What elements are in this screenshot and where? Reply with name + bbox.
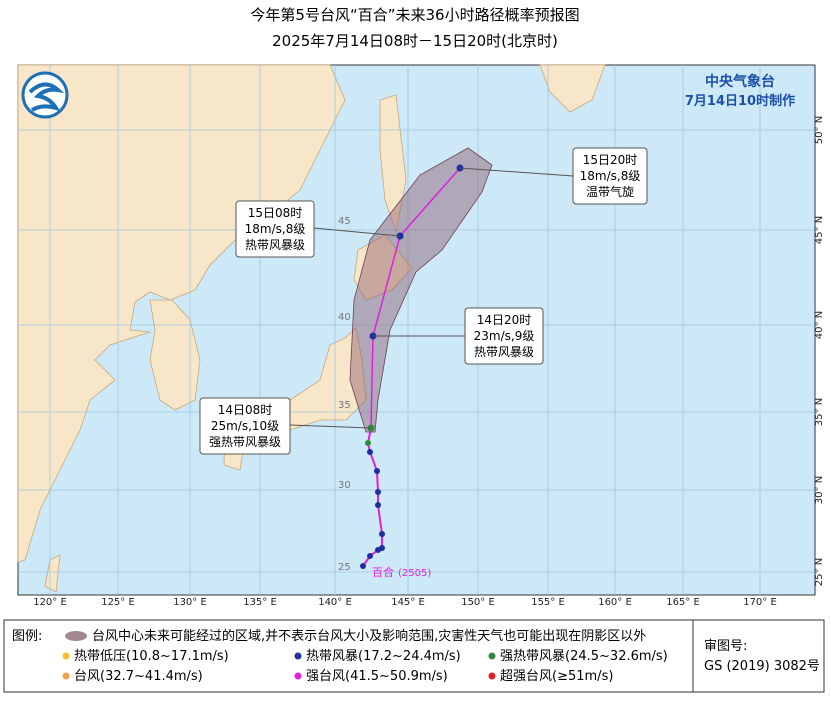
latitude-labels: 25° N 30° N 35° N 40° N 45° N 50° N 25 3…	[338, 116, 825, 586]
legend-cone-swatch	[65, 631, 87, 641]
lon-label: 120° E	[33, 597, 67, 608]
lon-label: 165° E	[666, 597, 700, 608]
legend-range: (24.5~32.6m/s)	[565, 649, 668, 664]
title: 今年第5号台风“百合”未来36小时路径概率预报图	[250, 6, 579, 24]
legend-swatch	[62, 652, 70, 660]
inner-lat-label: 30	[338, 480, 351, 491]
graticule	[18, 65, 815, 595]
forecast-category: 强热带风暴级	[209, 435, 281, 449]
legend-swatch	[294, 672, 302, 680]
legend-name: 台风	[74, 669, 100, 684]
legend-swatch	[488, 652, 496, 660]
legend-range: (≥51m/s)	[552, 669, 613, 684]
legend-swatch	[488, 672, 496, 680]
lon-label: 150° E	[461, 597, 495, 608]
lon-label: 160° E	[598, 597, 632, 608]
forecast-wind: 18m/s,8级	[245, 222, 306, 236]
inner-lat-label: 35	[338, 400, 351, 411]
forecast-time: 15日20时	[583, 153, 638, 167]
forecast-track	[370, 167, 461, 429]
forecast-wind: 18m/s,8级	[580, 169, 641, 183]
inner-lat-label: 40	[338, 312, 351, 323]
inner-lat-label: 25	[338, 562, 351, 573]
legend-name: 强热带风暴	[500, 649, 565, 664]
lat-label: 35° N	[814, 398, 825, 426]
lat-label: 45° N	[814, 216, 825, 244]
legend-range: (17.2~24.4m/s)	[358, 649, 461, 664]
typhoon-code: (2505)	[398, 568, 431, 579]
legend-cone-text: 台风中心未来可能经过的区域,并不表示台风大小及影响范围,灾害性天气也可能出现在阴…	[92, 628, 646, 644]
lat-label: 40° N	[814, 311, 825, 339]
inner-lat-label: 45	[338, 216, 351, 227]
subtitle: 2025年7月14日08时－15日20时(北京时)	[272, 32, 558, 50]
forecast-time: 14日08时	[218, 403, 273, 417]
forecast-category: 温带气旋	[586, 184, 634, 199]
lon-label: 155° E	[531, 597, 565, 608]
forecast-wind: 23m/s,9级	[474, 329, 535, 343]
lon-label: 135° E	[243, 597, 277, 608]
forecast-time: 15日08时	[248, 206, 303, 220]
legend-label: 超强台风(≥51m/s)	[500, 669, 613, 684]
legend-name: 超强台风	[500, 669, 552, 684]
legend-label: 台风(32.7~41.4m/s)	[74, 669, 203, 684]
forecast-wind: 25m/s,10级	[211, 419, 279, 433]
forecast-category: 热带风暴级	[474, 345, 534, 359]
lat-label: 30° N	[814, 476, 825, 504]
forecast-category: 热带风暴级	[245, 238, 305, 252]
lon-label: 130° E	[173, 597, 207, 608]
legend-swatch	[62, 672, 70, 680]
past-points	[360, 440, 385, 569]
agency-name: 中央气象台	[705, 73, 775, 90]
legend-title: 图例:	[12, 629, 42, 644]
legend-box	[3, 619, 825, 693]
lon-label: 170° E	[743, 597, 777, 608]
issue-time: 7月14日10时制作	[685, 93, 795, 109]
legend-range: (41.5~50.9m/s)	[345, 669, 448, 684]
lon-label: 125° E	[101, 597, 135, 608]
legend-name: 热带风暴	[306, 649, 358, 664]
legend-name: 强台风	[306, 669, 345, 684]
typhoon-name: 百合	[372, 565, 394, 579]
approval-label: 审图号:	[704, 639, 747, 654]
legend-label: 强台风(41.5~50.9m/s)	[306, 669, 448, 684]
legend-label: 强热带风暴(24.5~32.6m/s)	[500, 649, 668, 664]
legend-name: 热带低压	[74, 649, 126, 664]
lat-label: 50° N	[814, 116, 825, 144]
lat-label: 25° N	[814, 558, 825, 586]
legend-swatch	[294, 652, 302, 660]
legend-range: (32.7~41.4m/s)	[100, 669, 203, 684]
forecast-time: 14日20时	[477, 313, 532, 327]
logo	[21, 71, 69, 119]
lon-label: 140° E	[318, 597, 352, 608]
legend-label: 热带低压(10.8~17.1m/s)	[74, 649, 229, 664]
legend-items: 热带低压(10.8~17.1m/s) 热带风暴(17.2~24.4m/s) 强热带风…	[62, 649, 668, 684]
legend-label: 热带风暴(17.2~24.4m/s)	[306, 649, 461, 664]
approval-number: GS (2019) 3082号	[704, 659, 820, 674]
legend-range: (10.8~17.1m/s)	[126, 649, 229, 664]
longitude-labels: 120° E 125° E 130° E 135° E 140° E 145° …	[33, 597, 777, 608]
callouts: 14日08时 25m/s,10级 强热带风暴级 14日20时 23m/s,9级 …	[199, 147, 648, 455]
lon-label: 145° E	[391, 597, 425, 608]
probability-cone	[349, 147, 493, 433]
